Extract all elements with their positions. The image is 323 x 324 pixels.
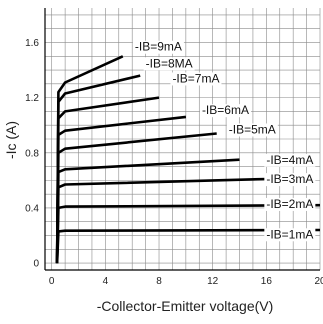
x-tick-label: 0 (49, 276, 55, 287)
series-label: -IB=9mA (135, 40, 182, 54)
series-label: -IB=8MA (146, 56, 193, 70)
series-labels: -IB=1mA -IB=2mA -IB=3mA -IB=4mA -IB=5mA -IB=6… (132, 40, 316, 242)
series-label: -IB=3mA (266, 172, 313, 186)
y-tick-label: 1.6 (25, 38, 39, 49)
curves (55, 55, 321, 264)
series-label: -IB=2mA (266, 197, 313, 211)
y-tick-label: 0 (33, 259, 39, 270)
series-label-background (132, 40, 184, 54)
x-tick-label: 20 (314, 276, 323, 287)
x-tick-label: 16 (261, 276, 273, 287)
series-label-background (264, 197, 316, 211)
series-label: -IB=4mA (266, 153, 313, 167)
series-line (55, 55, 124, 264)
series-label: -IB=6mA (202, 103, 249, 117)
series-label-background (226, 123, 278, 137)
series-label: -IB=5mA (229, 122, 276, 136)
x-tick-label: 12 (207, 276, 219, 287)
y-tick-label: 0.4 (25, 203, 39, 214)
x-tick-label: 8 (156, 276, 162, 287)
series-label-background (264, 173, 316, 187)
y-tick-label: 1.2 (25, 93, 39, 104)
x-tick-label: 4 (103, 276, 109, 287)
y-axis-label: -Ic (A) (3, 121, 19, 159)
x-axis-label: -Collector-Emitter voltage(V) (97, 298, 274, 314)
y-tick-label: 0.8 (25, 148, 39, 159)
series-label: -IB=7mA (172, 71, 219, 85)
tick-labels: 0 4 8 12 16 20 0 0.4 0.8 1.2 1.6 (25, 38, 323, 287)
series-label-background (143, 57, 195, 71)
series-label-background (199, 104, 251, 118)
axes (44, 8, 320, 271)
series-label-background (170, 72, 222, 86)
series-label-background (264, 153, 316, 167)
series-label-background (264, 228, 316, 242)
series-label: -IB=1mA (266, 227, 313, 241)
